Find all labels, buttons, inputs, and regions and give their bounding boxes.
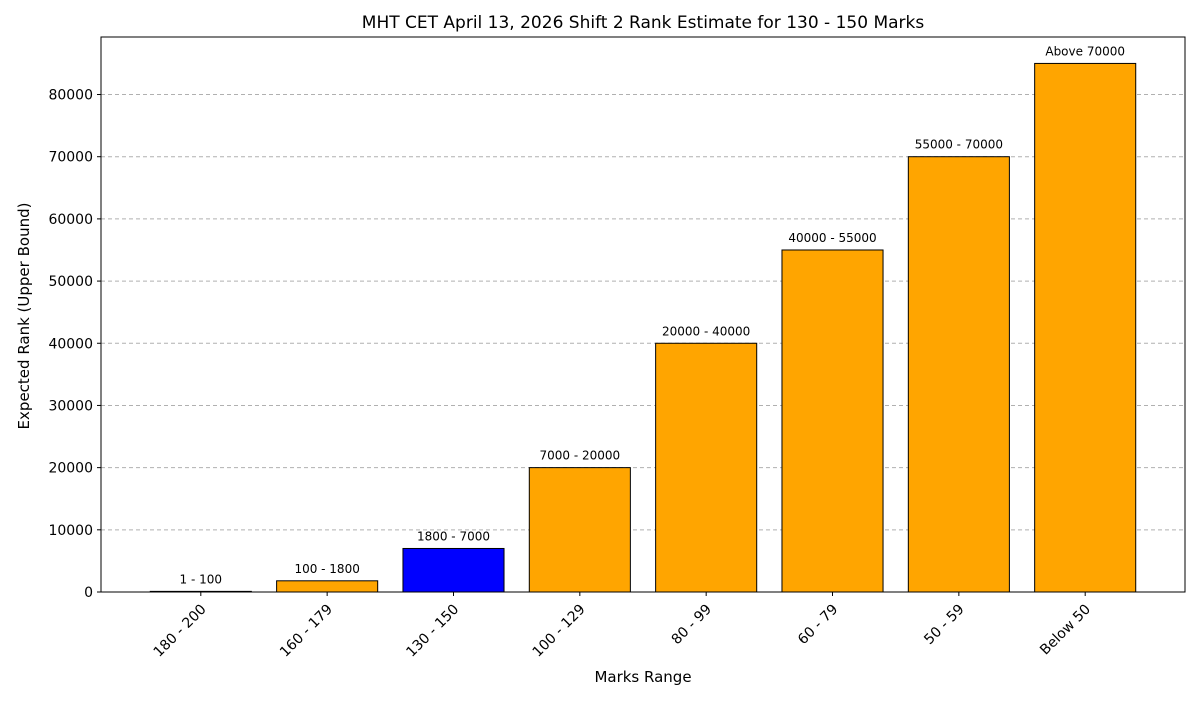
data-label: 55000 - 70000 (915, 138, 1003, 152)
bar-80-99 (655, 342, 758, 593)
bar-100-129 (528, 467, 631, 593)
data-label: 1 - 100 (180, 572, 223, 586)
x-tick-label: Below 50 (1037, 602, 1094, 659)
y-axis-label: Expected Rank (Upper Bound) (15, 203, 33, 430)
bar-Below50 (1034, 62, 1137, 593)
y-tick-label: 10000 (48, 523, 93, 539)
x-tick-label: 130 - 150 (403, 602, 462, 661)
y-tick-label: 70000 (48, 150, 93, 166)
x-tick-label: 50 - 59 (921, 602, 967, 648)
bar-130-150 (402, 547, 505, 593)
bar-160-179 (276, 580, 379, 593)
y-tick-label: 60000 (48, 212, 93, 228)
data-label: 7000 - 20000 (539, 449, 620, 463)
data-label: 1800 - 7000 (417, 529, 490, 543)
x-tick-label: 80 - 99 (669, 602, 715, 648)
data-label: 20000 - 40000 (662, 324, 750, 338)
bar-60-79 (781, 249, 884, 593)
data-label: Above 70000 (1045, 44, 1125, 58)
y-tick-label: 80000 (48, 88, 93, 104)
x-tick-label: 180 - 200 (151, 602, 210, 661)
y-tick-label: 0 (84, 585, 93, 601)
x-tick-label: 160 - 179 (277, 602, 336, 661)
y-tick-label: 50000 (48, 274, 93, 290)
y-tick-label: 20000 (48, 461, 93, 477)
x-tick-label: 100 - 129 (530, 602, 589, 661)
x-axis-label: Marks Range (594, 668, 691, 686)
y-tick-label: 40000 (48, 336, 93, 352)
x-tick-label: 60 - 79 (795, 602, 841, 648)
plot-frame (100, 36, 1186, 593)
data-label: 40000 - 55000 (788, 231, 876, 245)
bar-50-59 (907, 156, 1010, 593)
y-tick-label: 30000 (48, 398, 93, 414)
chart-title: MHT CET April 13, 2026 Shift 2 Rank Esti… (362, 13, 925, 33)
data-label: 100 - 1800 (294, 562, 359, 576)
